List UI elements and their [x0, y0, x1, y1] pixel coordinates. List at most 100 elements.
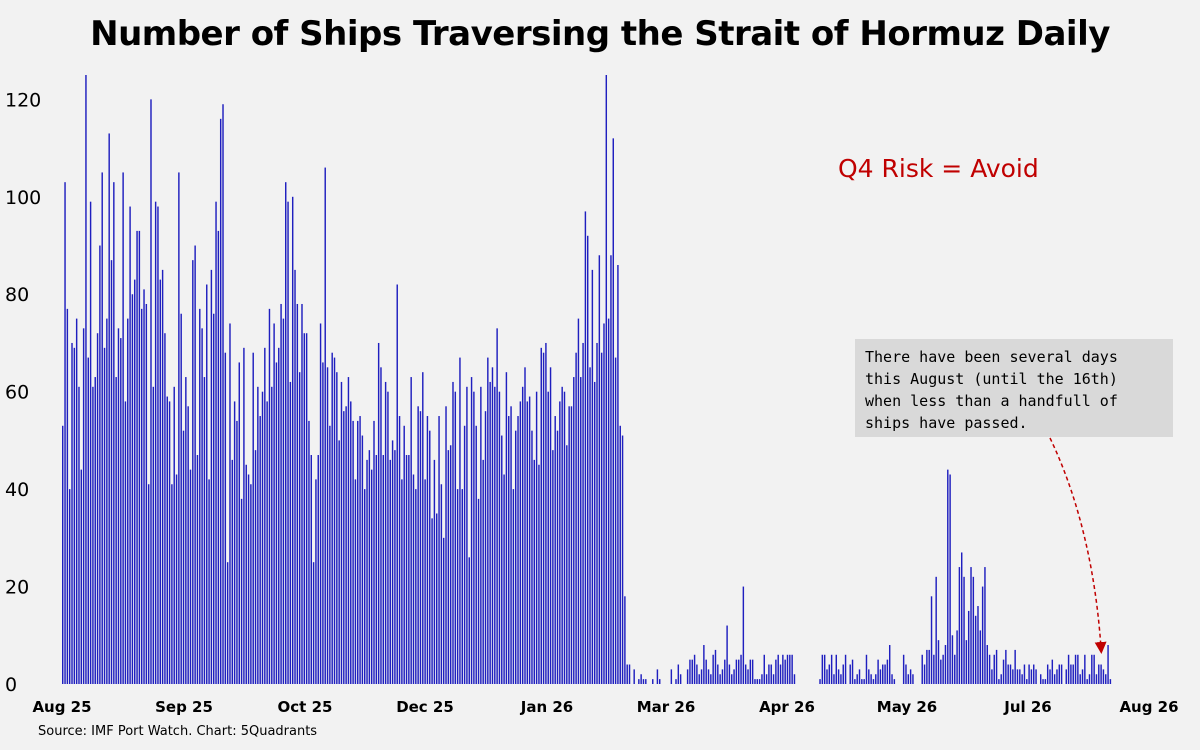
bar: [466, 386, 468, 684]
bar: [561, 386, 563, 684]
bar: [387, 391, 389, 684]
bar: [563, 391, 566, 684]
bar: [445, 406, 447, 684]
bar: [1058, 664, 1061, 684]
bar: [408, 455, 410, 684]
bar: [784, 659, 786, 684]
bar: [273, 323, 275, 684]
bar: [433, 459, 436, 684]
bar: [877, 659, 879, 684]
callout-line: ships have passed.: [865, 414, 1028, 432]
y-tick-label: 120: [5, 89, 41, 111]
bar: [940, 659, 942, 684]
bar: [1030, 669, 1033, 684]
bar: [229, 323, 231, 684]
bar: [782, 654, 784, 684]
bar: [87, 357, 89, 684]
x-tick-label: Dec 25: [396, 698, 454, 716]
bar: [749, 659, 752, 684]
bar: [1091, 654, 1093, 684]
bar: [96, 333, 99, 684]
bar: [535, 391, 538, 684]
bar: [603, 323, 605, 684]
bar: [710, 674, 712, 684]
bar: [679, 674, 682, 684]
bar: [312, 562, 315, 684]
bar: [389, 459, 391, 684]
bar: [110, 260, 113, 684]
bar: [73, 347, 76, 684]
bar: [719, 674, 721, 684]
bar: [775, 659, 777, 684]
bar: [384, 381, 387, 684]
bar: [115, 377, 117, 684]
bar: [403, 425, 405, 684]
bar: [64, 182, 66, 684]
bar: [642, 679, 645, 684]
bar: [763, 654, 765, 684]
bar: [1046, 664, 1049, 684]
bar: [122, 172, 124, 684]
callout-line: this August (until the 16th): [865, 370, 1118, 388]
bar: [779, 664, 782, 684]
bar: [568, 406, 570, 684]
bar: [528, 396, 531, 684]
bar: [842, 664, 844, 684]
bar: [250, 484, 252, 684]
bar: [652, 679, 654, 684]
bar: [731, 674, 733, 684]
bar: [947, 469, 949, 684]
y-tick-label: 0: [5, 674, 17, 696]
bar: [510, 406, 512, 684]
bar: [101, 172, 103, 684]
bar: [596, 342, 598, 684]
bar: [422, 372, 424, 684]
bar: [231, 459, 234, 684]
bar: [907, 674, 910, 684]
bar: [419, 411, 422, 684]
bar: [319, 323, 322, 684]
bar: [1002, 659, 1005, 684]
bar: [963, 576, 965, 684]
bar: [965, 640, 968, 684]
bar: [322, 362, 324, 684]
bar: [150, 99, 152, 685]
bar: [208, 479, 210, 684]
bar: [182, 430, 185, 684]
bar: [886, 659, 889, 684]
bar: [1081, 669, 1084, 684]
bar: [696, 664, 698, 684]
bar: [147, 484, 150, 684]
bar: [426, 416, 429, 684]
bar: [103, 347, 106, 684]
bar: [1000, 674, 1002, 684]
bar: [136, 230, 138, 684]
bar: [461, 489, 463, 684]
bar: [545, 342, 547, 684]
bar: [298, 372, 301, 684]
bar: [984, 567, 986, 684]
bar: [396, 284, 398, 684]
bar: [751, 659, 754, 684]
bar: [254, 450, 257, 684]
bar: [336, 372, 338, 684]
callout-box: There have been several days this August…: [855, 339, 1173, 437]
bar: [310, 455, 312, 684]
bar: [1007, 664, 1009, 684]
bar: [219, 118, 222, 685]
bar: [62, 425, 64, 684]
bar: [438, 416, 440, 684]
bar: [991, 669, 993, 684]
bar: [161, 269, 164, 684]
bar: [870, 674, 872, 684]
bar: [821, 654, 824, 684]
bar: [75, 318, 78, 684]
bar: [875, 674, 877, 684]
bar: [391, 440, 394, 684]
bar: [171, 484, 173, 684]
bar: [726, 625, 728, 684]
bar: [981, 586, 984, 684]
bar: [926, 649, 928, 684]
bar: [977, 606, 979, 684]
bar: [542, 352, 545, 684]
